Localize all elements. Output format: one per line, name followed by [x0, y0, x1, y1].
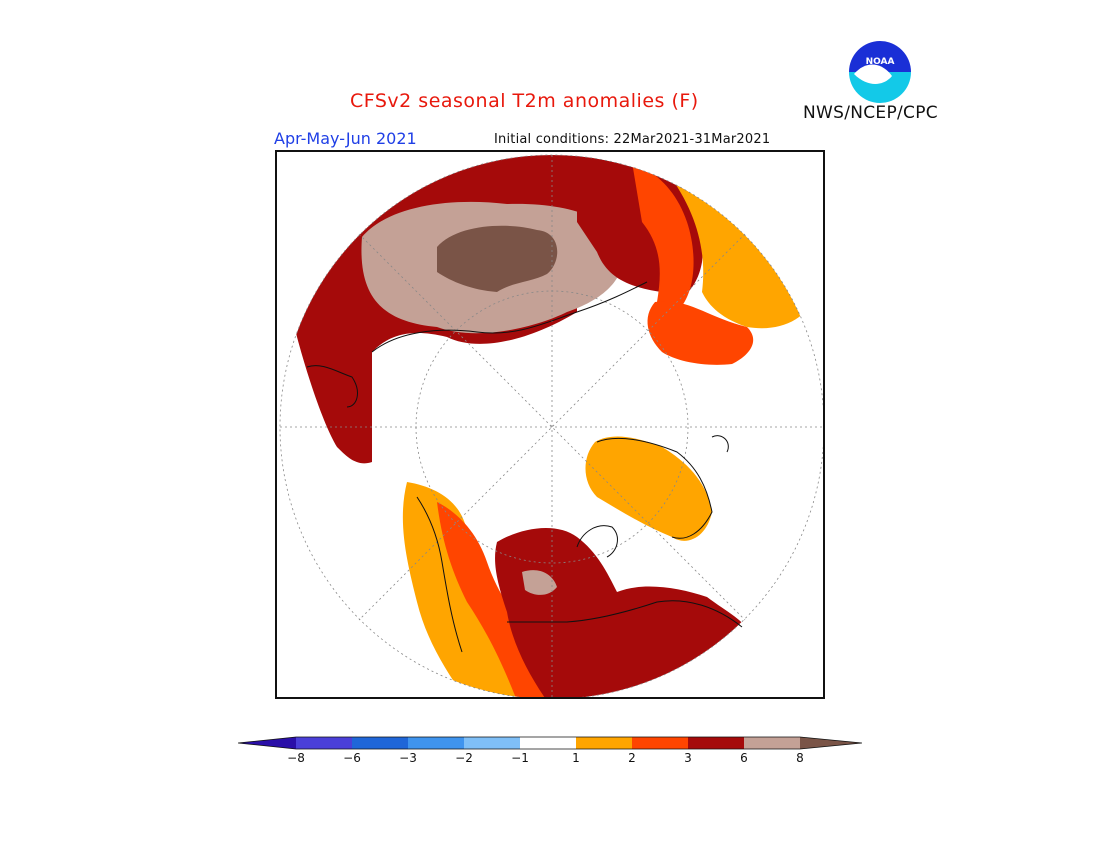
noaa-logo-icon: NOAA [848, 40, 912, 104]
legend-tick: −1 [511, 751, 529, 765]
legend-swatch [632, 737, 688, 749]
map-boundary [279, 154, 823, 697]
map-panel [275, 150, 825, 699]
coastlines [306, 281, 743, 653]
legend-swatch [296, 737, 352, 749]
legend-tick: −3 [399, 751, 417, 765]
anomaly-region-north-america [495, 527, 747, 697]
legend-swatch [520, 737, 576, 749]
legend-swatch [576, 737, 632, 749]
legend-swatch [408, 737, 464, 749]
legend-swatch [464, 737, 520, 749]
anomaly-region-eurasia-brown [437, 225, 558, 292]
chart-title: CFSv2 seasonal T2m anomalies (F) [350, 90, 699, 112]
legend-tick: 3 [684, 751, 692, 765]
anomaly-field [287, 155, 817, 697]
legend-tick: −2 [455, 751, 473, 765]
anomaly-region-canada-tan [522, 570, 557, 595]
anomaly-region-east-asia-orange [632, 162, 694, 312]
agency-label: NWS/NCEP/CPC [803, 103, 938, 123]
legend-arrow-low [238, 737, 296, 749]
legend-swatch [744, 737, 800, 749]
initial-conditions-label: Initial conditions: 22Mar2021-31Mar2021 [494, 132, 771, 147]
graticule [280, 155, 823, 697]
anomaly-region-japan-area [647, 301, 754, 365]
anomaly-region-alaska [585, 436, 712, 541]
legend-tick: −8 [287, 751, 305, 765]
legend-tick: −6 [343, 751, 361, 765]
anomaly-region-europe-orange [402, 482, 517, 697]
legend-tick: 1 [572, 751, 580, 765]
legend-swatch [352, 737, 408, 749]
color-legend [237, 733, 863, 773]
legend-swatch [688, 737, 744, 749]
anomaly-region-pacific-orange [667, 172, 817, 329]
legend-tick: 8 [796, 751, 804, 765]
season-label: Apr-May-Jun 2021 [274, 129, 417, 148]
legend-tick: 6 [740, 751, 748, 765]
logo-text: NOAA [866, 57, 895, 67]
legend-tick: 2 [628, 751, 636, 765]
legend-arrow-high [800, 737, 862, 749]
